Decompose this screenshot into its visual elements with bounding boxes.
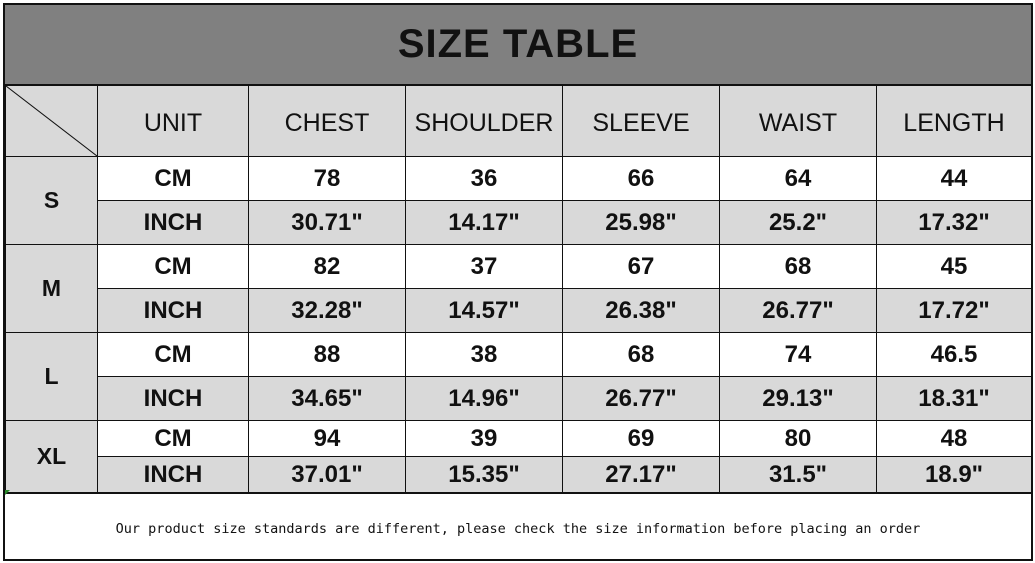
- measurement-cell: 82: [248, 244, 406, 289]
- header-unit: UNIT: [97, 85, 249, 157]
- measurement-cell: 45: [876, 244, 1032, 289]
- measurement-cell: 31.5": [719, 456, 877, 493]
- header-chest: CHEST: [248, 85, 406, 157]
- header-shoulder: SHOULDER: [405, 85, 563, 157]
- header-length: LENGTH: [876, 85, 1032, 157]
- measurement-cell: 38: [405, 332, 563, 377]
- measurement-cell: 68: [562, 332, 720, 377]
- table-row: XL CM 94 39 69 80 48: [5, 420, 1032, 493]
- measurement-cell: 64: [719, 156, 877, 201]
- cell-marker: [5, 490, 10, 495]
- header-row: UNIT CHEST SHOULDER SLEEVE WAIST LENGTH: [5, 85, 1032, 157]
- unit-cell: INCH: [97, 200, 249, 245]
- measurement-cell: 36: [405, 156, 563, 201]
- measurement-cell: 78: [248, 156, 406, 201]
- measurement-cell: 17.32": [876, 200, 1032, 245]
- corner-diagonal-cell: [5, 85, 98, 157]
- measurement-cell: 46.5: [876, 332, 1032, 377]
- measurement-cell: 94: [248, 420, 406, 457]
- table-title: SIZE TABLE: [5, 5, 1031, 85]
- measurement-cell: 67: [562, 244, 720, 289]
- measurement-cell: 37: [405, 244, 563, 289]
- size-label: L: [5, 332, 98, 421]
- unit-cell: CM: [97, 420, 249, 457]
- header-waist: WAIST: [719, 85, 877, 157]
- measurement-cell: 29.13": [719, 376, 877, 421]
- measurement-cell: 68: [719, 244, 877, 289]
- measurement-cell: 66: [562, 156, 720, 201]
- table-row: S CM 78 36 66 64 44: [5, 156, 1032, 245]
- size-label: XL: [5, 420, 98, 493]
- unit-cell: INCH: [97, 456, 249, 493]
- measurement-cell: 32.28": [248, 288, 406, 333]
- measurement-cell: 27.17": [562, 456, 720, 493]
- measurement-cell: 26.77": [719, 288, 877, 333]
- measurement-cell: 18.31": [876, 376, 1032, 421]
- measurement-cell: 25.2": [719, 200, 877, 245]
- header-sleeve: SLEEVE: [562, 85, 720, 157]
- size-label: S: [5, 156, 98, 245]
- unit-cell: CM: [97, 156, 249, 201]
- measurement-cell: 18.9": [876, 456, 1032, 493]
- table-row: INCH 32.28" 14.57" 26.38" 26.77" 17.72": [6, 288, 1032, 333]
- unit-cell: INCH: [97, 288, 249, 333]
- unit-cell: CM: [97, 332, 249, 377]
- table-row: L CM 88 38 68 74 46.5: [5, 332, 1032, 421]
- table-row: M CM 82 37 67 68 45: [5, 244, 1032, 333]
- measurement-cell: 17.72": [876, 288, 1032, 333]
- size-table: SIZE TABLE UNIT CHEST SHOULDER SLEEVE WA…: [3, 3, 1033, 561]
- measurement-cell: 44: [876, 156, 1032, 201]
- measurement-cell: 15.35": [405, 456, 563, 493]
- measurement-cell: 14.17": [405, 200, 563, 245]
- measurement-cell: 39: [405, 420, 563, 457]
- measurement-cell: 14.57": [405, 288, 563, 333]
- measurement-cell: 69: [562, 420, 720, 457]
- measurement-cell: 14.96": [405, 376, 563, 421]
- measurement-cell: 48: [876, 420, 1032, 457]
- measurement-cell: 34.65": [248, 376, 406, 421]
- measurement-cell: 26.77": [562, 376, 720, 421]
- unit-cell: INCH: [97, 376, 249, 421]
- size-grid: UNIT CHEST SHOULDER SLEEVE WAIST LENGTH …: [5, 85, 1032, 493]
- measurement-cell: 88: [248, 332, 406, 377]
- measurement-cell: 26.38": [562, 288, 720, 333]
- unit-cell: CM: [97, 244, 249, 289]
- table-row: INCH 34.65" 14.96" 26.77" 29.13" 18.31": [6, 376, 1032, 421]
- size-note: Our product size standards are different…: [5, 493, 1031, 563]
- measurement-cell: 74: [719, 332, 877, 377]
- measurement-cell: 25.98": [562, 200, 720, 245]
- measurement-cell: 30.71": [248, 200, 406, 245]
- table-row: INCH 37.01" 15.35" 27.17" 31.5" 18.9": [6, 456, 1032, 493]
- size-label: M: [5, 244, 98, 333]
- measurement-cell: 80: [719, 420, 877, 457]
- table-row: INCH 30.71" 14.17" 25.98" 25.2" 17.32": [6, 200, 1032, 245]
- measurement-cell: 37.01": [248, 456, 406, 493]
